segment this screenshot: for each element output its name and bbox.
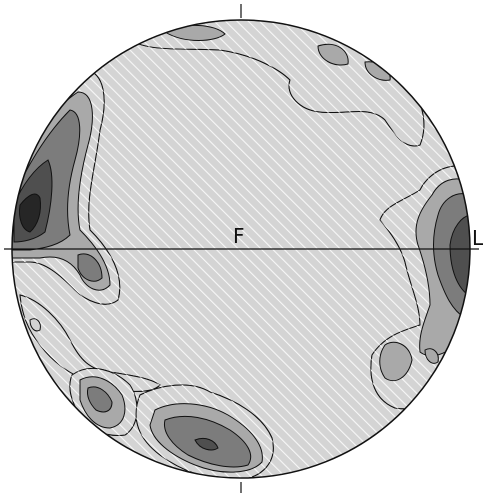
label-f: F xyxy=(233,224,245,248)
contour-top-blob-3-top xyxy=(317,43,349,66)
contour-left-lower-top xyxy=(77,253,103,282)
contour-left-5-top xyxy=(19,193,41,233)
contour-top-band-hatch xyxy=(130,20,424,146)
contour-bottom-left-3-top xyxy=(87,386,113,413)
label-l: L xyxy=(472,226,483,250)
contour-left-band-hatch xyxy=(20,295,160,392)
contour-bottom-4-top xyxy=(194,437,219,451)
contour-left-small-top xyxy=(29,318,41,332)
contour-right-small-top xyxy=(424,348,439,364)
contour-right-lower-2-top xyxy=(379,341,413,382)
